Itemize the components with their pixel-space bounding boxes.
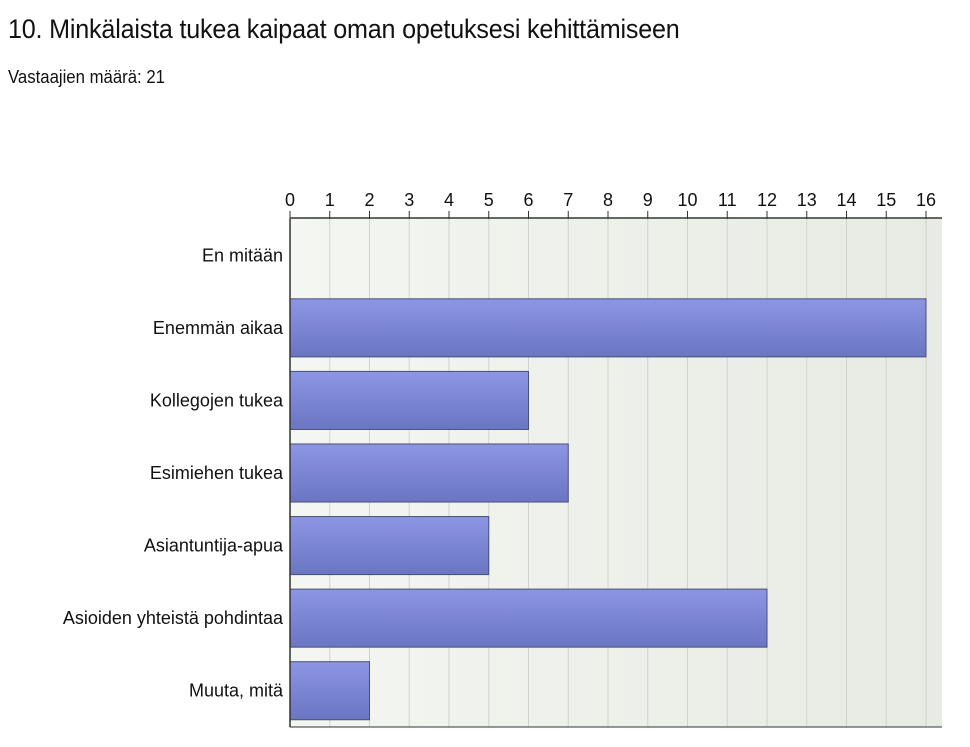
x-tick-label: 10 [677,190,697,210]
chart-title: 10. Minkälaista tukea kaipaat oman opetu… [8,14,680,44]
bars [289,298,927,721]
x-tick-label: 1 [325,190,335,210]
x-tick-label: 11 [718,190,737,210]
category-label: Muuta, mitä [189,681,284,701]
category-label: Asioiden yhteistä pohdintaa [63,608,284,628]
category-label: Asiantuntija-apua [144,536,284,556]
bar [289,443,569,503]
x-tick-label: 9 [643,190,653,210]
x-tick-label: 16 [916,190,936,210]
x-tick-label: 4 [444,190,454,210]
bar [289,516,490,576]
x-tick-label: 12 [757,190,777,210]
category-label: En mitään [202,245,283,265]
bar [289,370,529,430]
x-tick-label: 6 [523,190,533,210]
respondent-count: Vastaajien määrä: 21 [8,67,165,87]
category-label: Esimiehen tukea [150,463,284,483]
x-tick-label: 8 [603,190,613,210]
x-tick-label: 7 [563,190,573,210]
plot-frame [289,217,942,728]
x-tick-label: 5 [484,190,494,210]
x-tick-label: 0 [285,190,295,210]
category-label: Kollegojen tukea [150,390,284,410]
x-axis-ticks: 0 1 2 3 4 5 6 7 8 9 10 11 12 13 14 15 16 [285,190,936,219]
bar [289,588,768,648]
bar [289,298,927,358]
x-tick-label: 2 [364,190,374,210]
x-tick-label: 14 [836,190,856,210]
category-label: Enemmän aikaa [153,318,284,338]
x-tick-label: 15 [876,190,896,210]
category-labels: En mitään Enemmän aikaa Kollegojen tukea Es… [63,245,284,700]
x-tick-label: 13 [797,190,817,210]
x-tick-label: 3 [404,190,414,210]
bar [289,661,370,721]
